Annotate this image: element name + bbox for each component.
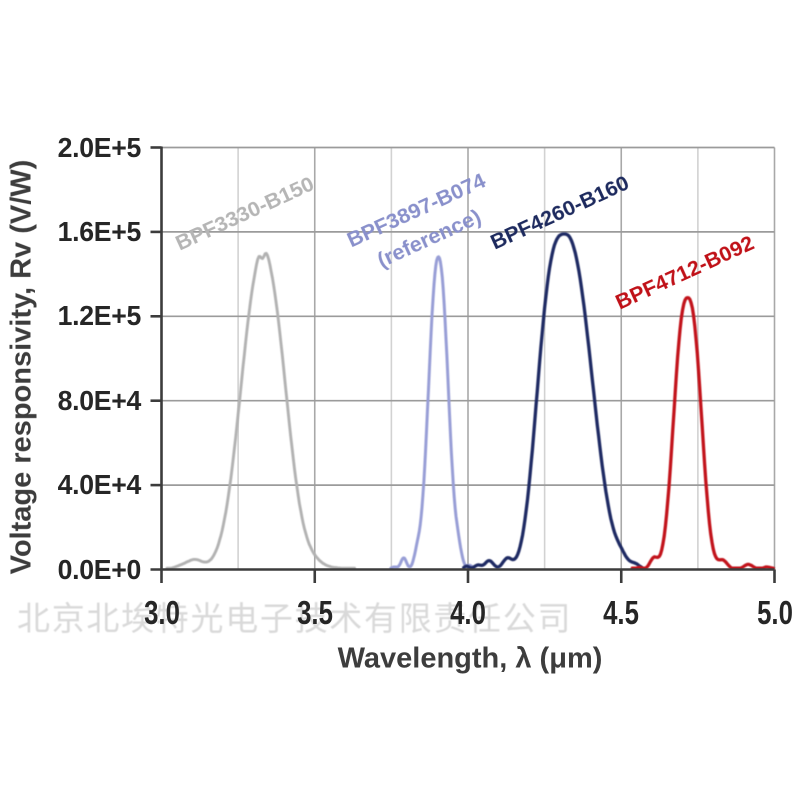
y-tick-label: 8.0E+4 bbox=[57, 384, 142, 416]
x-tick-label: 5.0 bbox=[756, 594, 793, 631]
y-tick-label: 0.0E+0 bbox=[57, 553, 142, 585]
y-tick-label: 1.2E+5 bbox=[57, 300, 142, 332]
curve-bpf4260-b160 bbox=[462, 232, 644, 570]
curve-bpf3897-b074 bbox=[389, 255, 475, 570]
watermark-text: 北京北埃特光电子技术有限责任公司 bbox=[17, 600, 573, 637]
x-axis-title: Wavelength, λ (μm) bbox=[337, 642, 603, 675]
y-tick-label: 2.0E+5 bbox=[57, 131, 142, 163]
y-tick-label: 4.0E+4 bbox=[57, 469, 142, 501]
curve-bpf3330-b150 bbox=[165, 251, 357, 570]
x-tick-label: 3.5 bbox=[296, 594, 333, 631]
x-tick-label: 4.5 bbox=[603, 594, 640, 631]
x-tick-label: 3.0 bbox=[143, 594, 180, 631]
y-tick-label: 1.6E+5 bbox=[57, 215, 142, 247]
curve-bpf4712-b092 bbox=[630, 296, 775, 570]
x-tick-label: 4.0 bbox=[450, 594, 486, 631]
y-axis-title: Voltage responsivity, Rv (V/W) bbox=[5, 159, 38, 575]
